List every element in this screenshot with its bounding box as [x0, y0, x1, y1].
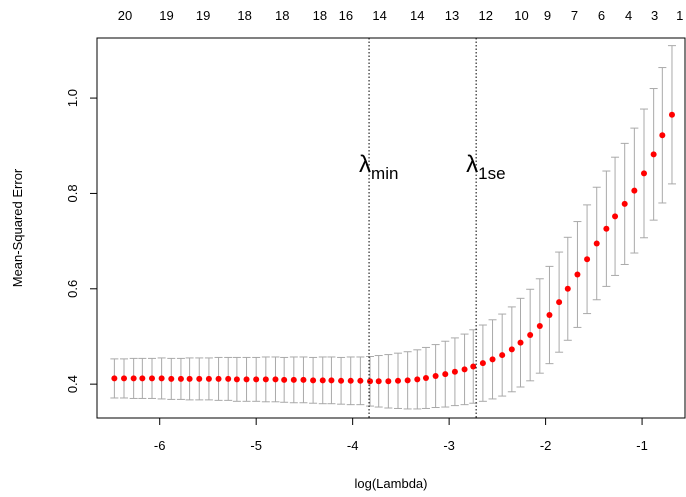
top-tick-label: 19 [196, 8, 210, 23]
point [139, 375, 146, 382]
top-tick-label: 16 [339, 8, 353, 23]
point [262, 376, 269, 383]
point [290, 376, 297, 383]
point [186, 375, 193, 382]
point [243, 376, 250, 383]
point [470, 363, 477, 370]
lambda-subscript: min [371, 164, 398, 183]
top-tick-label: 7 [571, 8, 578, 23]
top-tick-label: 12 [479, 8, 493, 23]
point [536, 322, 543, 329]
point [564, 285, 571, 292]
point [451, 368, 458, 375]
point [272, 376, 279, 383]
point [148, 375, 155, 382]
point [527, 332, 534, 339]
top-tick-label: 6 [598, 8, 605, 23]
x-axis-label: log(Lambda) [355, 476, 428, 491]
point [168, 375, 175, 382]
point [574, 271, 581, 278]
lambda-subscript: 1se [478, 164, 505, 183]
y-tick-label: 0.8 [65, 184, 80, 202]
point [121, 375, 128, 382]
point [215, 375, 222, 382]
point [394, 377, 401, 384]
y-tick-label: 0.6 [65, 280, 80, 298]
point [319, 377, 326, 384]
top-tick-label: 18 [313, 8, 327, 23]
point [111, 375, 118, 382]
point [593, 240, 600, 247]
top-tick-label: 14 [372, 8, 386, 23]
point [659, 132, 666, 139]
lambda-symbol: λ [359, 151, 371, 178]
point [281, 376, 288, 383]
point [489, 356, 496, 363]
top-tick-label: 18 [237, 8, 251, 23]
point [612, 213, 619, 220]
x-tick-label: -1 [636, 438, 648, 453]
point [300, 376, 307, 383]
point [422, 374, 429, 381]
point [556, 299, 563, 306]
top-tick-label: 1 [676, 8, 683, 23]
top-tick-label: 14 [410, 8, 424, 23]
point [517, 339, 524, 346]
x-tick-label: -5 [250, 438, 262, 453]
top-tick-label: 10 [514, 8, 528, 23]
point [479, 360, 486, 367]
point [432, 373, 439, 380]
y-tick-label: 0.4 [65, 375, 80, 393]
lambda-label: λ1se [466, 151, 505, 183]
x-tick-label: -3 [443, 438, 455, 453]
top-tick-label: 20 [118, 8, 132, 23]
top-tick-label: 9 [544, 8, 551, 23]
point [508, 346, 515, 353]
x-tick-label: -6 [154, 438, 166, 453]
point [375, 378, 382, 385]
top-tick-label: 4 [625, 8, 632, 23]
top-tick-label: 3 [651, 8, 658, 23]
point [338, 377, 345, 384]
point [367, 378, 374, 385]
y-tick-label: 1.0 [65, 89, 80, 107]
point [546, 312, 553, 319]
point [385, 378, 392, 385]
plot-frame [96, 37, 686, 419]
point [650, 151, 657, 158]
top-tick-label: 18 [275, 8, 289, 23]
point [225, 375, 232, 382]
point [640, 170, 647, 177]
point [631, 187, 638, 194]
point [158, 375, 165, 382]
x-tick-label: -2 [540, 438, 552, 453]
lambda-symbol: λ [466, 151, 478, 178]
point [461, 366, 468, 373]
lambda-label: λmin [359, 151, 398, 183]
point [414, 376, 421, 383]
point [130, 375, 137, 382]
point [310, 377, 317, 384]
point [357, 377, 364, 384]
point [205, 375, 212, 382]
top-tick-label: 13 [445, 8, 459, 23]
point [196, 375, 203, 382]
point [233, 376, 240, 383]
point [253, 376, 260, 383]
point [328, 377, 335, 384]
point [404, 377, 411, 384]
point [668, 111, 675, 118]
point [347, 377, 354, 384]
point [177, 375, 184, 382]
point [603, 225, 610, 232]
point [442, 371, 449, 378]
point [499, 352, 506, 359]
y-axis-label: Mean-Squared Error [10, 168, 25, 287]
top-tick-label: 19 [159, 8, 173, 23]
point [621, 200, 628, 207]
x-tick-label: -4 [347, 438, 359, 453]
point [584, 256, 591, 263]
